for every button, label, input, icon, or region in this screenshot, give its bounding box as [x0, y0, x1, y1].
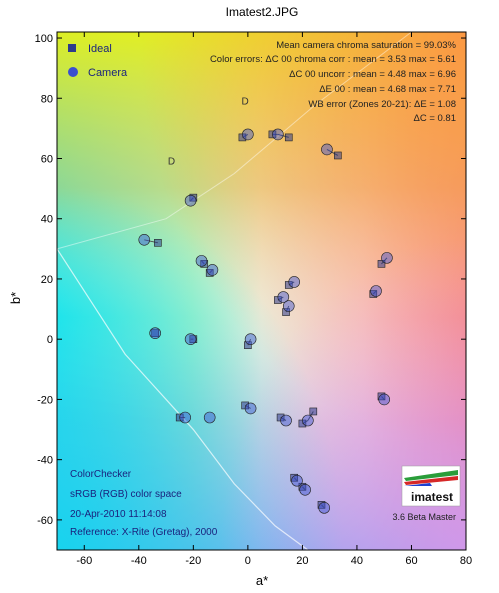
y-tick-label: -40 [37, 455, 53, 467]
imatest-logo: imatest 3.6 Beta Master [392, 465, 461, 522]
info-line: Reference: X-Rite (Gretag), 2000 [70, 527, 218, 538]
ideal-point [377, 260, 386, 268]
camera-point [280, 414, 292, 427]
camera-point [299, 483, 311, 496]
logo-caption: 3.6 Beta Master [392, 512, 456, 522]
camera-point [378, 393, 391, 406]
ideal-point [200, 260, 209, 268]
info-line: 20-Apr-2010 11:14:08 [70, 509, 167, 520]
legend-ideal-label: Ideal [88, 43, 112, 55]
camera-point [138, 234, 151, 246]
camera-point [282, 300, 295, 312]
y-tick-label: -60 [37, 515, 53, 527]
y-tick-label: 60 [41, 153, 53, 165]
y-tick-label: 0 [47, 334, 53, 346]
camera-point [206, 264, 219, 276]
camera-point [203, 411, 216, 424]
camera-point [184, 333, 197, 345]
gamut-boundary [56, 248, 309, 551]
ideal-point [377, 392, 386, 401]
y-tick-label: -20 [37, 394, 53, 406]
info-line: ColorChecker [70, 469, 132, 480]
camera-point [288, 276, 301, 288]
camera-series [138, 128, 393, 514]
info-block: ColorChecker sRGB (RGB) color space 20-A… [70, 469, 218, 538]
ideal-point [369, 290, 378, 298]
camera-point [242, 128, 254, 141]
camera-point [195, 255, 208, 267]
ideal-point [244, 341, 252, 350]
camera-point [318, 502, 331, 514]
x-tick-label: 80 [460, 555, 472, 567]
logo-name: imatest [411, 490, 453, 504]
x-tick-label: 40 [351, 555, 363, 567]
camera-point [321, 143, 333, 156]
legend-ideal-marker [68, 44, 76, 52]
y-tick-label: 20 [41, 274, 53, 286]
plot-frame [56, 31, 467, 551]
stats-line: ΔC 00 uncorr : mean = 4.48 max = 6.96 [289, 69, 456, 80]
camera-point [244, 402, 257, 415]
ideal-point [205, 269, 214, 277]
stats-line: WB error (Zones 20-21): ΔE = 1.08 [308, 99, 456, 110]
camera-point [381, 252, 393, 264]
ideal-point [309, 407, 318, 416]
y-axis-label: b* [8, 292, 23, 304]
info-line: sRGB (RGB) color space [70, 489, 182, 500]
ideal-point [282, 308, 290, 316]
x-tick-label: -40 [131, 555, 147, 567]
ideal-point [290, 473, 299, 482]
ideal-point [317, 501, 326, 509]
ideal-point [154, 239, 162, 247]
legend: Ideal Camera [68, 43, 128, 79]
y-tick-label: 100 [35, 33, 53, 45]
ideal-point [298, 482, 307, 491]
plot-border [56, 31, 467, 551]
x-axis-ticks: -60 -40 -20 0 20 40 60 80 [76, 32, 472, 567]
camera-point [272, 128, 284, 141]
stats-line: Color errors: ΔC 00 chroma corr : mean =… [210, 54, 456, 65]
plot-shading [57, 32, 466, 550]
ideal-point [189, 193, 198, 202]
plot-background [57, 32, 466, 550]
stats-line: ΔE 00 : mean = 4.68 max = 7.71 [319, 84, 456, 95]
ideal-point [284, 133, 293, 142]
annotations: DD [168, 96, 249, 167]
stats-block: Mean camera chroma saturation = 99.03% C… [210, 40, 457, 124]
y-tick-label: 80 [41, 93, 53, 105]
stats-line: ΔC = 0.81 [413, 113, 456, 124]
ideal-point [189, 335, 198, 343]
camera-point [184, 194, 197, 207]
x-tick-label: -20 [185, 555, 201, 567]
camera-point [149, 327, 161, 339]
camera-point [244, 333, 257, 345]
camera-point [277, 291, 290, 303]
y-tick-label: 40 [41, 214, 53, 226]
stats-line: Mean camera chroma saturation = 99.03% [276, 40, 456, 51]
camera-point [370, 285, 382, 297]
annotation-label: D [242, 96, 249, 107]
x-tick-label: 0 [245, 555, 251, 567]
x-axis-label: a* [256, 573, 268, 588]
legend-camera-marker [68, 67, 78, 77]
camera-point [179, 411, 191, 424]
x-tick-label: 20 [296, 555, 308, 567]
legend-camera-label: Camera [88, 67, 128, 79]
camera-point [302, 414, 314, 427]
x-tick-label: -60 [76, 555, 92, 567]
ideal-point [334, 151, 342, 160]
annotation-label: D [168, 157, 175, 168]
gamut-boundary [56, 31, 412, 250]
camera-point [291, 474, 303, 487]
ideal-point [151, 329, 159, 337]
gamut-lines [56, 31, 412, 551]
y-axis-ticks: -60 -40 -20 0 20 40 60 80 100 [35, 33, 466, 527]
x-tick-label: 60 [405, 555, 417, 567]
chart-title: Imatest2.JPG [226, 5, 299, 19]
